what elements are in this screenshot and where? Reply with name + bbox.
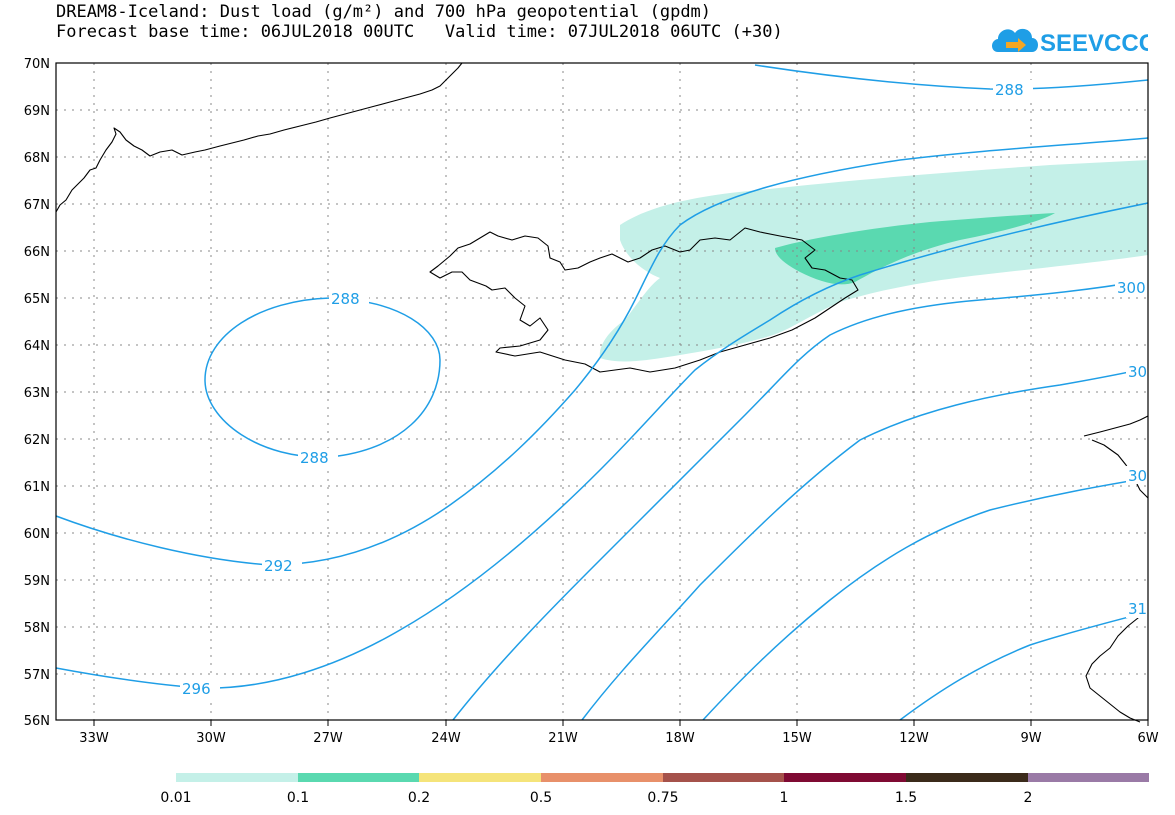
lon-label: 6W <box>1137 731 1158 746</box>
lat-label: 63N <box>24 386 50 401</box>
colorbar-label: 0.75 <box>647 790 678 806</box>
lon-label: 33W <box>79 731 109 746</box>
axis-ticks <box>93 720 1149 726</box>
contour-308 <box>702 477 1149 721</box>
contour-labels: 288 288 288 292 296 300 30 30 31 <box>180 80 1149 698</box>
colorbar-segment <box>419 773 541 782</box>
cloud-icon <box>992 28 1038 52</box>
contour-304 <box>581 367 1149 721</box>
map-grid <box>56 63 1148 720</box>
faroe-norway-coast <box>1083 415 1149 499</box>
contour-296 <box>55 202 1149 689</box>
colorbar-segment <box>298 773 419 782</box>
chart-title: DREAM8-Iceland: Dust load (g/m²) and 700… <box>56 2 783 42</box>
lon-label: 24W <box>431 731 461 746</box>
lat-label: 65N <box>24 292 50 307</box>
latitude-labels: 70N 69N 68N 67N 66N 65N 64N 63N 62N 61N … <box>24 57 50 729</box>
lat-label: 66N <box>24 245 50 260</box>
colorbar-label: 1 <box>780 790 789 806</box>
lon-label: 9W <box>1020 731 1041 746</box>
contour-label: 288 <box>995 81 1024 99</box>
lat-label: 56N <box>24 714 50 729</box>
seevccc-logo: SEEVCCC <box>992 28 1148 57</box>
contour-label: 296 <box>182 680 211 698</box>
lat-label: 68N <box>24 151 50 166</box>
colorbar-segment <box>1028 773 1149 782</box>
contour-300 <box>452 279 1149 721</box>
contour-label: 31 <box>1128 600 1147 618</box>
dust-plume-medium <box>775 213 1055 285</box>
colorbar-label: 0.1 <box>287 790 309 806</box>
contour-label: 30 <box>1128 467 1147 485</box>
colorbar-label: 0.2 <box>408 790 430 806</box>
contour-288-north <box>754 64 1149 90</box>
colorbar: 0.01 0.1 0.2 0.5 0.75 1 1.5 2 <box>160 773 1149 806</box>
lat-label: 69N <box>24 104 50 119</box>
lon-label: 15W <box>782 731 812 746</box>
lat-label: 57N <box>24 668 50 683</box>
colorbar-segment <box>176 773 298 782</box>
colorbar-segment <box>541 773 663 782</box>
colorbar-label: 1.5 <box>895 790 917 806</box>
contour-label: 30 <box>1128 363 1147 381</box>
scotland-coast <box>1085 609 1149 723</box>
colorbar-segment <box>663 773 784 782</box>
title-line-2: Forecast base time: 06JUL2018 00UTC Vali… <box>56 22 783 42</box>
lat-label: 62N <box>24 433 50 448</box>
lat-label: 67N <box>24 198 50 213</box>
lat-label: 59N <box>24 574 50 589</box>
contour-label: 288 <box>331 290 360 308</box>
lat-label: 60N <box>24 527 50 542</box>
lon-label: 18W <box>665 731 695 746</box>
logo-text: SEEVCCC <box>1040 30 1148 57</box>
contour-label: 288 <box>300 449 329 467</box>
contour-312 <box>899 611 1149 721</box>
colorbar-label: 0.5 <box>530 790 552 806</box>
lat-label: 61N <box>24 480 50 495</box>
iceland-coast <box>429 227 859 373</box>
map-frame <box>55 62 1149 721</box>
lon-label: 27W <box>313 731 343 746</box>
greenland-coast <box>55 62 463 213</box>
colorbar-segment <box>784 773 906 782</box>
lat-label: 70N <box>24 57 50 72</box>
lon-label: 12W <box>899 731 929 746</box>
lon-label: 21W <box>548 731 578 746</box>
lon-label: 30W <box>196 731 226 746</box>
lat-label: 58N <box>24 621 50 636</box>
colorbar-label: 2 <box>1024 790 1033 806</box>
colorbar-label: 0.01 <box>160 790 191 806</box>
lat-label: 64N <box>24 339 50 354</box>
title-line-1: DREAM8-Iceland: Dust load (g/m²) and 700… <box>56 2 712 22</box>
contour-label: 300 <box>1117 279 1146 297</box>
contour-label: 292 <box>264 557 293 575</box>
colorbar-segment <box>906 773 1028 782</box>
coastlines <box>55 62 1149 723</box>
longitude-labels: 33W 30W 27W 24W 21W 18W 15W 12W 9W 6W <box>79 731 1158 746</box>
contour-288-low <box>204 297 441 458</box>
